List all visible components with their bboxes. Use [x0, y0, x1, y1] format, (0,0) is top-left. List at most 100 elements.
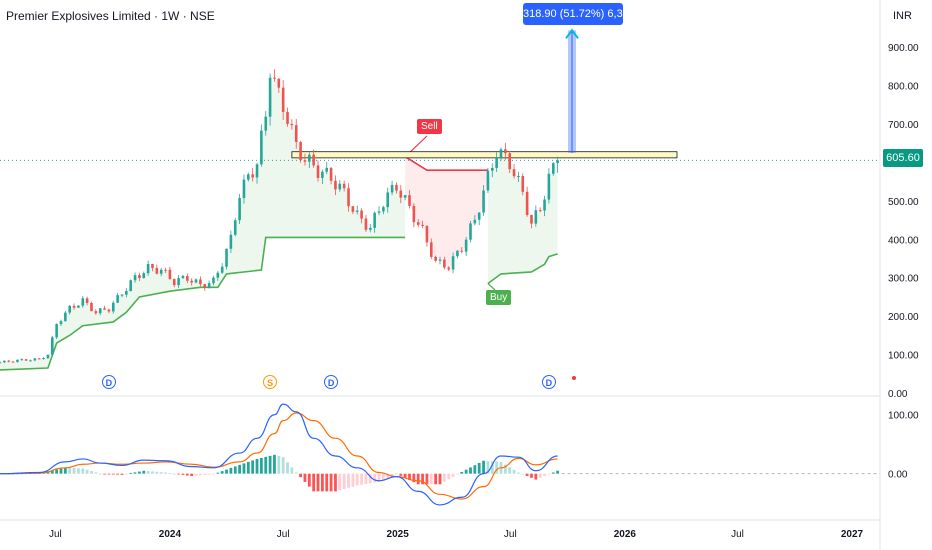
- macd-histogram-bar: [421, 473, 424, 485]
- candle-body: [203, 284, 207, 288]
- macd-histogram-bar: [273, 454, 276, 474]
- macd-histogram-bar: [482, 460, 485, 474]
- candle-body: [538, 210, 542, 212]
- candle-body: [416, 222, 420, 225]
- candle-body: [486, 170, 490, 191]
- macd-histogram-bar: [399, 473, 403, 476]
- candle-body: [190, 280, 193, 283]
- y-tick-label: 500.00: [888, 197, 919, 208]
- candle-body: [517, 176, 520, 178]
- macd-histogram-bar: [124, 473, 128, 475]
- macd-histogram-bar: [120, 473, 124, 475]
- y-tick-label: 400.00: [888, 235, 919, 246]
- macd-histogram-bar: [368, 473, 372, 484]
- candle-body: [299, 141, 302, 161]
- macd-histogram-bar: [490, 461, 494, 474]
- buy-connector: [487, 283, 496, 291]
- candle-body: [90, 302, 93, 312]
- candle-body: [382, 207, 385, 212]
- macd-histogram-bar: [164, 472, 167, 474]
- currency-label[interactable]: INR: [893, 10, 912, 22]
- macd-histogram-bar: [216, 472, 220, 474]
- candle-body: [290, 123, 294, 126]
- macd-histogram-bar: [525, 473, 529, 477]
- macd-histogram-bar: [442, 473, 446, 482]
- x-tick-label: Jul: [731, 529, 744, 540]
- candle-body: [338, 183, 342, 190]
- candle-body: [251, 174, 254, 178]
- macd-histogram-bar: [233, 466, 237, 474]
- candle-body: [321, 171, 324, 178]
- candle-body: [342, 183, 346, 189]
- macd-histogram-bar: [290, 467, 294, 474]
- candle-body: [347, 188, 350, 207]
- macd-histogram-bar: [129, 473, 133, 475]
- macd-histogram-bar: [434, 473, 438, 485]
- candle-body: [33, 358, 37, 361]
- macd-histogram-bar: [181, 473, 185, 475]
- supertrend-up-line: [0, 236, 406, 371]
- dividend-event-marker[interactable]: D: [541, 375, 556, 389]
- macd-histogram-bar: [530, 473, 533, 478]
- candle-body: [351, 206, 355, 212]
- candle-body: [225, 248, 228, 267]
- candle-body: [429, 242, 433, 257]
- price-range-measure-label[interactable]: 318.90 (51.72%) 6,378: [523, 3, 635, 25]
- candle-body: [377, 211, 381, 213]
- y-tick-label: 200.00: [888, 312, 919, 323]
- macd-histogram-bar: [251, 460, 255, 474]
- macd-histogram-bar: [456, 473, 459, 475]
- macd-histogram-bar: [177, 473, 181, 475]
- candle-body: [133, 275, 137, 281]
- resistance-zone: [291, 151, 678, 159]
- macd-histogram-bar: [303, 473, 307, 482]
- macd-histogram-bar: [469, 467, 472, 474]
- macd-histogram-bar: [517, 472, 520, 474]
- macd-histogram-bar: [264, 456, 268, 474]
- candle-body: [399, 190, 403, 198]
- macd-histogram-bar: [255, 458, 259, 474]
- macd-histogram-bar: [159, 472, 163, 474]
- macd-histogram-bar: [55, 469, 59, 474]
- candle-body: [181, 276, 185, 279]
- buy-signal-label: Buy: [486, 290, 512, 305]
- macd-histogram-bar: [172, 473, 176, 475]
- candle-body: [303, 160, 307, 162]
- price-range-measure-arrowhead: [565, 28, 579, 39]
- macd-histogram-bar: [534, 473, 538, 480]
- supertrend-up-fill: [487, 151, 558, 284]
- x-tick-label: 2027: [841, 529, 864, 540]
- split-event-marker[interactable]: S: [263, 375, 278, 389]
- candle-body: [490, 167, 494, 171]
- candle-body: [129, 280, 132, 292]
- dividend-event-marker[interactable]: D: [101, 375, 116, 389]
- macd-histogram-bar: [268, 455, 272, 474]
- candle-body: [421, 224, 424, 226]
- candle-body: [312, 154, 315, 166]
- macd-histogram-bar: [351, 473, 355, 487]
- macd-histogram-bar: [63, 467, 67, 474]
- candle-body: [260, 130, 263, 165]
- macd-histogram-bar: [412, 473, 416, 483]
- candle-body: [373, 212, 376, 228]
- candle-body: [286, 111, 289, 124]
- candle-body: [55, 324, 58, 338]
- candle-body: [94, 311, 98, 314]
- macd-histogram-bar: [185, 473, 189, 476]
- macd-histogram-bar: [116, 473, 120, 475]
- candle-body: [116, 295, 119, 303]
- macd-histogram-bar: [395, 473, 398, 475]
- macd-histogram-bar: [521, 473, 525, 475]
- candle-body: [447, 267, 451, 270]
- candle-body: [186, 276, 189, 281]
- candle-body: [247, 174, 250, 180]
- candle-body: [551, 163, 555, 174]
- candle-body: [456, 250, 459, 257]
- x-tick-label: Jul: [504, 529, 517, 540]
- candle-body: [499, 149, 503, 158]
- candle-body: [469, 223, 472, 240]
- candle-body: [103, 308, 106, 310]
- macd-histogram-bar: [551, 472, 555, 474]
- dividend-event-marker[interactable]: D: [324, 375, 339, 389]
